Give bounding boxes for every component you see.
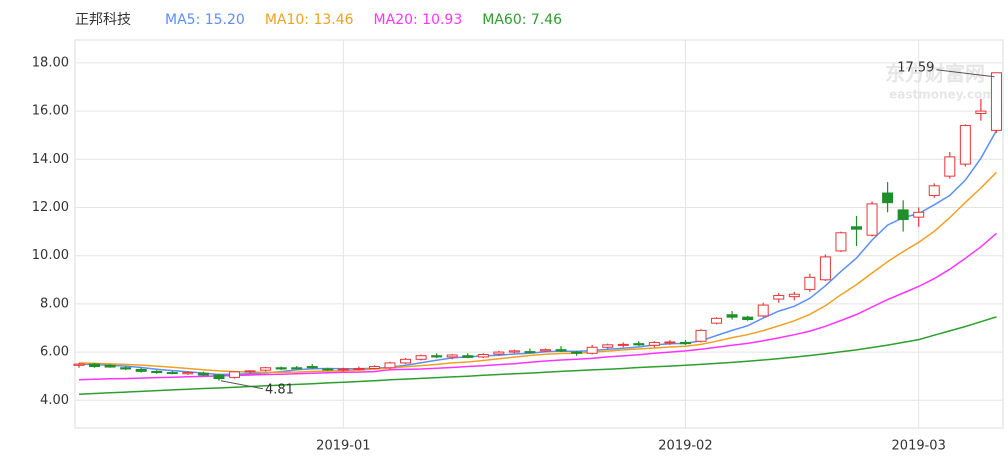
candle-body [493,351,505,355]
candle-body [431,355,443,358]
candle-body [400,358,412,364]
candle-body [197,372,209,376]
candle-body [120,367,132,370]
plot-frame [74,39,1004,429]
candle-body [617,343,629,346]
candle-body [648,341,660,346]
candle-body [322,368,334,371]
x-tick-label: 2019-03 [892,439,946,454]
y-tick-label: 18.00 [32,55,69,70]
candle-body [897,209,909,221]
candle-body [944,156,956,177]
candle-body [337,368,349,371]
candle-body [260,367,272,371]
candle-body [508,350,520,353]
candle-body [913,211,925,218]
candle-body [182,372,194,375]
candle-body [353,367,365,370]
ma-line [78,171,998,374]
x-tick-label: 2019-01 [316,439,370,454]
y-tick-label: 8.00 [40,296,69,311]
candle-body [135,368,147,372]
candle-body [959,125,971,165]
candle-body [586,346,598,354]
candle-body [89,363,101,368]
candle-body [368,366,380,369]
candle-body [928,185,940,196]
annotation-label: 17.59 [897,60,934,75]
candle-body [306,366,318,369]
ma-line [78,130,998,376]
candle-body [415,355,427,360]
legend-entry: MA5: 15.20 [165,12,245,28]
candle-body [835,232,847,252]
candle-body [571,351,583,354]
candle-body [540,349,551,352]
candle-body [555,349,567,352]
y-tick-label: 10.00 [32,248,69,263]
candle-body [788,293,800,298]
candle-body [773,294,785,300]
annotation-label: 4.81 [265,382,294,397]
legend-entry: MA10: 13.46 [265,12,354,28]
candle-body [151,370,163,374]
legend-entry: MA60: 7.46 [482,12,562,28]
candle-body [384,362,396,369]
candle-body [882,192,894,204]
candle-body [229,371,240,378]
watermark: eastmoney.com [889,88,995,102]
candle-body [695,329,707,342]
y-tick-label: 4.00 [40,393,69,408]
x-tick-label: 2019-02 [658,439,712,454]
chart-title: 正邦科技 [75,12,131,28]
candle-body [73,363,85,366]
y-tick-label: 14.00 [32,152,69,167]
annotation-line [936,69,995,78]
candle-body [166,372,178,375]
candle-body [819,256,831,281]
annotation-line [220,380,264,390]
candle-body [462,355,474,358]
candle-body [742,316,754,321]
ma-line [78,316,997,396]
candle-body [804,276,816,290]
candle-body [291,367,303,370]
candle-body [213,374,225,380]
candle-body [866,203,878,236]
candle-body [851,226,862,230]
candle-body [664,341,676,344]
legend-entry: MA20: 10.93 [374,12,463,28]
candle-body [975,110,987,115]
y-tick-label: 16.00 [32,104,69,119]
candle-body [602,344,614,348]
y-tick-label: 12.00 [32,200,69,215]
candle-body [633,343,645,346]
candle-body [990,72,1002,131]
candle-body [711,317,723,324]
candle-body [726,314,738,318]
y-tick-label: 6.00 [40,345,69,360]
candle-body [477,353,489,358]
candle-body [104,364,116,368]
candle-body [757,304,769,317]
candle-body [679,341,691,345]
candle-body [446,354,458,358]
candle-body [244,370,256,373]
candle-body [524,351,536,354]
candle-body [275,367,287,370]
